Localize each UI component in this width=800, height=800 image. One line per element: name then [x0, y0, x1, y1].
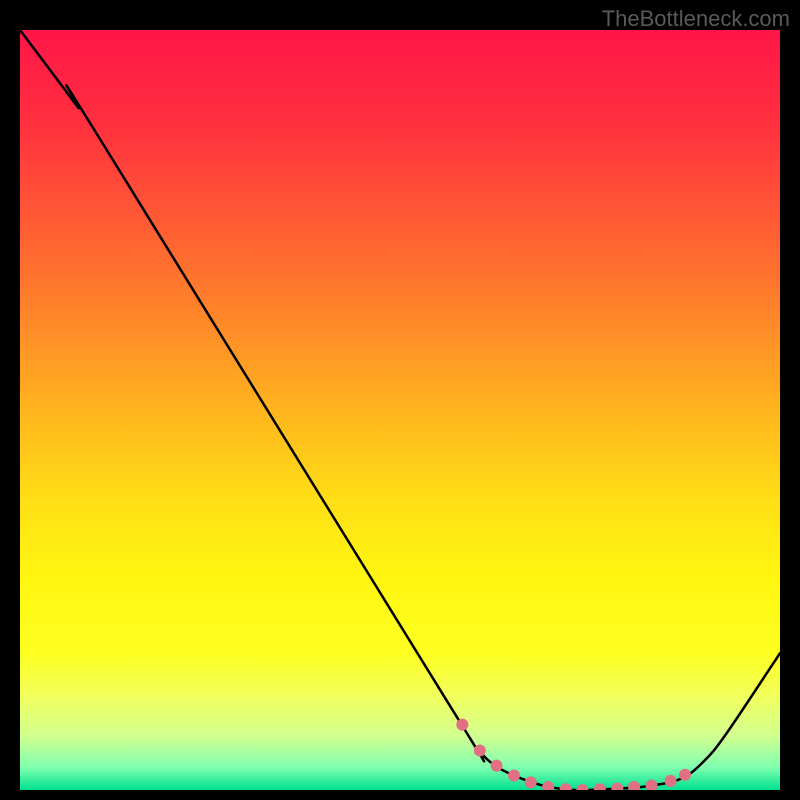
- data-point: [525, 776, 537, 788]
- chart-area: [20, 30, 780, 790]
- watermark-text: TheBottleneck.com: [602, 6, 790, 32]
- data-point: [508, 770, 520, 782]
- data-point: [491, 760, 503, 772]
- data-point: [665, 775, 677, 787]
- chart-background: [20, 30, 780, 790]
- chart-svg: [20, 30, 780, 790]
- data-point: [456, 719, 468, 731]
- data-point: [679, 769, 691, 781]
- data-point: [474, 744, 486, 756]
